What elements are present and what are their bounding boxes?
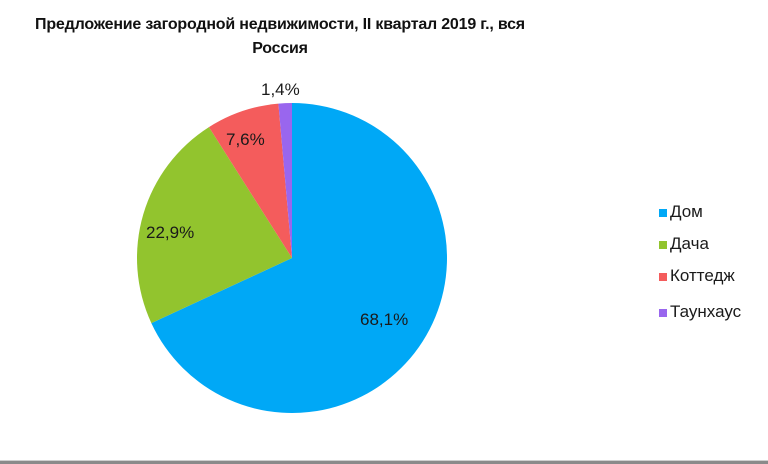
legend-item-dom: Дом	[659, 196, 741, 228]
chart-title-line-1: Предложение загородной недвижимости, II …	[35, 16, 525, 33]
legend-swatch-cottage	[659, 273, 667, 281]
legend-item-townhouse: Таунхаус	[659, 296, 741, 328]
bottom-border	[0, 460, 768, 464]
legend-item-cottage: Коттедж	[659, 260, 741, 292]
legend: Дом Дача Коттедж Таунхаус	[659, 196, 741, 328]
legend-swatch-dom	[659, 209, 667, 217]
legend-swatch-dacha	[659, 241, 667, 249]
slice-dom	[151, 103, 448, 413]
slice-townhouse	[278, 103, 292, 258]
legend-label-dom: Дом	[670, 202, 703, 221]
legend-label-cottage: Коттедж	[670, 266, 735, 285]
slice-dacha	[137, 127, 292, 324]
label-townhouse: 1,4%	[261, 80, 300, 99]
chart-title: Предложение загородной недвижимости, II …	[10, 13, 550, 61]
legend-label-dacha: Дача	[670, 234, 709, 253]
chart-title-line-2: Россия	[252, 40, 308, 57]
label-cottage: 7,6%	[226, 130, 265, 149]
legend-item-dacha: Дача	[659, 228, 741, 260]
slice-cottage	[208, 103, 292, 258]
label-dacha: 22,9%	[146, 223, 195, 242]
legend-label-townhouse: Таунхаус	[670, 302, 742, 321]
label-dom: 68,1%	[360, 310, 409, 329]
legend-swatch-townhouse	[659, 309, 667, 317]
